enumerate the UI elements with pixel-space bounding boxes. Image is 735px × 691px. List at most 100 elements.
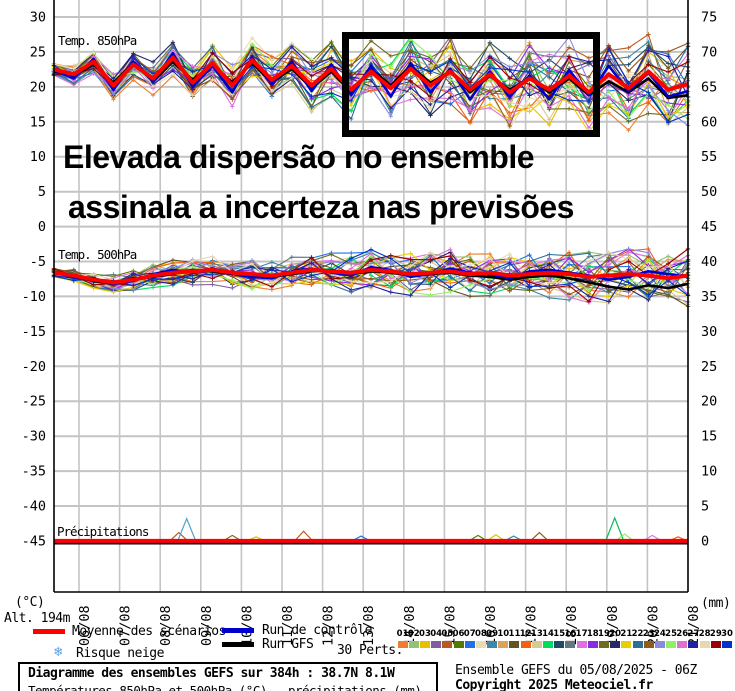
y-axis-label-left: -20 [22, 359, 46, 375]
pert-cell: 05 [441, 629, 453, 648]
y-axis-label-left: -30 [22, 429, 46, 445]
pert-cell: 11 [509, 629, 520, 648]
pert-color-swatch [632, 641, 643, 648]
pert-color-swatch [531, 641, 542, 648]
legend-gfs-swatch [222, 642, 254, 647]
pert-cell: 03 [419, 629, 431, 648]
y-axis-label-right: 30 [701, 324, 717, 340]
pert-cell: 06 [453, 629, 464, 648]
x-axis-label: 15/08 [442, 605, 458, 646]
pert-cell: 09 [486, 629, 499, 648]
pert-cell: 24 [653, 629, 666, 648]
x-axis-label: 18/08 [564, 605, 580, 646]
pert-color-swatch [576, 641, 587, 648]
pert-number: 04 [430, 629, 443, 639]
pert-cell: 22 [632, 629, 643, 648]
pert-number: 08 [474, 629, 487, 639]
y-axis-label-right: 15 [701, 429, 717, 445]
pert-cell: 23 [643, 629, 655, 648]
y-axis-label-left: -10 [22, 289, 46, 305]
pert-number: 19 [598, 629, 610, 639]
pert-number: 07 [463, 629, 476, 639]
pert-color-swatch [610, 641, 621, 648]
pert-cell: 14 [542, 629, 554, 648]
pert-color-swatch [699, 641, 710, 648]
y-axis-label-right: 50 [701, 184, 717, 200]
pert-number: 03 [419, 629, 431, 639]
x-axis-label: 06/08 [77, 605, 93, 646]
x-axis-label: 20/08 [645, 605, 661, 646]
y-axis-label-left: -45 [22, 534, 46, 550]
y-axis-label-right: 0 [701, 534, 709, 550]
footer-subtitle: Températures 850hPa et 500hPa (°C) , pré… [28, 683, 422, 691]
pert-number: 10 [497, 629, 510, 639]
snowflake-icon: ❄ [54, 644, 63, 660]
pert-color-swatch [598, 641, 609, 648]
pert-color-swatch [408, 641, 419, 648]
pert-number: 13 [530, 629, 543, 639]
pert-cell: 28 [699, 629, 711, 648]
y-axis-label-left: -15 [22, 324, 46, 340]
pert-color-swatch [431, 641, 442, 648]
pert-cell: 08 [474, 629, 487, 648]
pert-number: 15 [553, 629, 566, 639]
pert-cell: 19 [598, 629, 610, 648]
pert-number: 01 [396, 629, 409, 639]
y-axis-label-right: 5 [701, 499, 709, 515]
pert-number: 12 [519, 629, 532, 639]
pert-number: 17 [575, 629, 588, 639]
pert-number: 11 [508, 629, 521, 639]
pert-cell: 01 [396, 629, 409, 648]
pert-number: 24 [653, 629, 666, 639]
x-axis-label: 10/08 [239, 605, 255, 646]
pert-cell: 18 [587, 629, 599, 648]
pert-color-swatch [554, 641, 565, 648]
pert-color-swatch [543, 641, 554, 648]
annotation-box [342, 32, 600, 137]
y-axis-label-left: 20 [30, 79, 46, 95]
pert-number: 09 [486, 629, 499, 639]
pert-color-swatch [688, 641, 699, 648]
pert-color-swatch [442, 641, 453, 648]
footer-copyright: Copyright 2025 Meteociel.fr [455, 678, 653, 691]
pert-color-swatch [487, 641, 498, 648]
x-axis-label: 07/08 [118, 605, 134, 646]
y-axis-label-left: 15 [30, 114, 46, 130]
x-axis-label: 08/08 [158, 605, 174, 646]
y-axis-label-left: 25 [30, 44, 46, 60]
pert-color-swatch [643, 641, 654, 648]
x-axis-label: 14/08 [402, 605, 418, 646]
pert-color-swatch [509, 641, 520, 648]
pert-cell: 07 [463, 629, 476, 648]
pert-color-swatch [520, 641, 531, 648]
y-axis-label-right: 45 [701, 219, 717, 235]
pert-color-swatch [565, 641, 576, 648]
pert-cell: 20 [609, 629, 622, 648]
y-axis-label-left: -40 [22, 499, 46, 515]
pert-color-swatch [498, 641, 509, 648]
pert-number: 16 [564, 629, 577, 639]
legend-mean-label: Moyenne des scénarios [72, 624, 226, 639]
pert-number: 30 [721, 629, 733, 639]
annotation-text-line2: assinala a incerteza nas previsões [68, 189, 574, 225]
y-axis-label-right: 75 [701, 10, 717, 26]
x-axis-label: 16/08 [483, 605, 499, 646]
y-axis-label-left: 10 [30, 149, 46, 165]
pert-cell: 21 [620, 629, 632, 648]
pert-number: 02 [407, 629, 420, 639]
y-axis-label-left: 5 [38, 184, 46, 200]
y-axis-label-right: 10 [701, 464, 717, 480]
x-axis-label: 21/08 [686, 605, 702, 646]
left-axis-unit: (°C) [15, 595, 45, 610]
legend-control-swatch [222, 628, 254, 633]
x-axis-label: 19/08 [605, 605, 621, 646]
pert-cell: 04 [430, 629, 443, 648]
pert-color-swatch [475, 641, 486, 648]
legend-snow-label: Risque neige [76, 646, 164, 661]
legend-mean-swatch [33, 629, 65, 634]
pert-cell: 13 [530, 629, 543, 648]
x-axis-label: 13/08 [361, 605, 377, 646]
pert-number: 20 [609, 629, 622, 639]
y-axis-label-right: 65 [701, 79, 717, 95]
pert-number: 25 [665, 629, 678, 639]
